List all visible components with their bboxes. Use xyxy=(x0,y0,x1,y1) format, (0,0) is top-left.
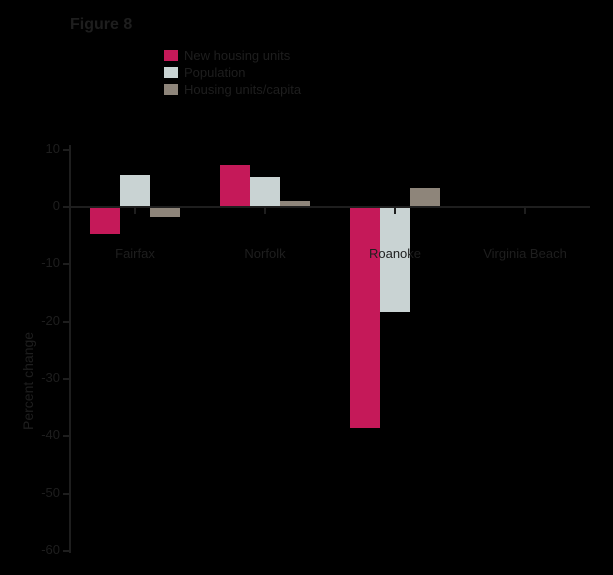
y-tick-label: 10 xyxy=(0,141,60,156)
legend-item: Population xyxy=(164,65,301,80)
bar xyxy=(410,188,440,206)
legend-item: New housing units xyxy=(164,48,301,63)
y-tick xyxy=(63,263,69,265)
bar xyxy=(350,208,380,428)
bar xyxy=(250,177,280,206)
y-tick xyxy=(63,378,69,380)
bar xyxy=(280,201,310,206)
x-tick xyxy=(524,208,526,214)
legend-label-1: Population xyxy=(184,65,245,80)
x-tick xyxy=(394,208,396,214)
x-tick xyxy=(264,208,266,214)
chart-title: Figure 8 xyxy=(70,16,132,34)
legend-label-2: Housing units/capita xyxy=(184,82,301,97)
y-tick-label: -10 xyxy=(0,255,60,270)
y-tick xyxy=(63,435,69,437)
legend-label-0: New housing units xyxy=(184,48,290,63)
x-tick-label: Roanoke xyxy=(340,246,450,261)
y-tick xyxy=(63,321,69,323)
y-tick-label: -50 xyxy=(0,485,60,500)
y-tick-label: -20 xyxy=(0,313,60,328)
legend-item: Housing units/capita xyxy=(164,82,301,97)
y-tick-label: -40 xyxy=(0,427,60,442)
y-tick-label: 0 xyxy=(0,198,60,213)
y-tick-label: -30 xyxy=(0,370,60,385)
legend-swatch-0 xyxy=(164,50,178,61)
bar xyxy=(150,208,180,217)
x-tick-label: Fairfax xyxy=(80,246,190,261)
y-tick xyxy=(63,149,69,151)
legend-swatch-2 xyxy=(164,84,178,95)
x-tick xyxy=(134,208,136,214)
chart-container: Figure 8 New housing units Population Ho… xyxy=(0,0,613,575)
bar xyxy=(90,208,120,234)
x-tick-label: Virginia Beach xyxy=(470,246,580,261)
bar xyxy=(220,165,250,206)
legend: New housing units Population Housing uni… xyxy=(164,48,301,99)
y-tick-label: -60 xyxy=(0,542,60,557)
x-tick-label: Norfolk xyxy=(210,246,320,261)
legend-swatch-1 xyxy=(164,67,178,78)
bar xyxy=(120,175,150,206)
y-tick xyxy=(63,206,69,208)
y-tick xyxy=(63,550,69,552)
baseline xyxy=(69,206,590,208)
y-tick xyxy=(63,493,69,495)
